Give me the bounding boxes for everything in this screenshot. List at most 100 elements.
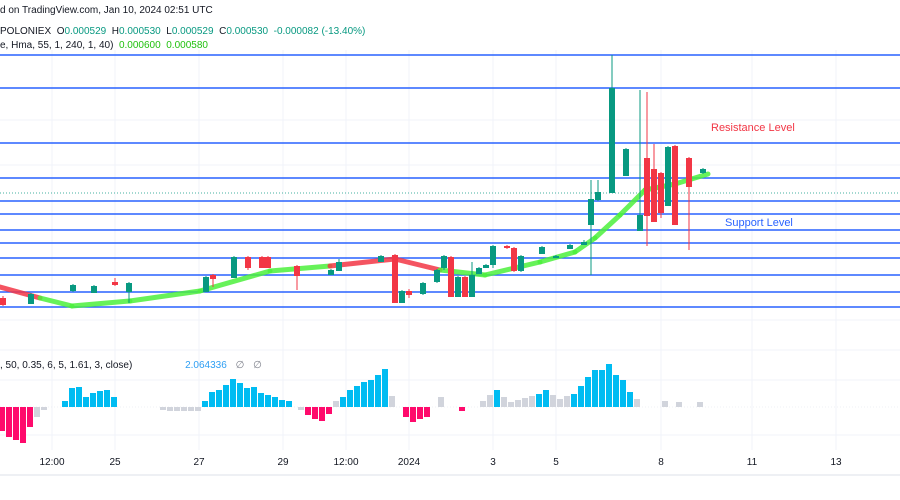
- candle-body[interactable]: [231, 257, 237, 278]
- histogram-bar: [13, 407, 19, 440]
- candle-body[interactable]: [91, 286, 97, 293]
- candle-body[interactable]: [490, 246, 496, 265]
- histogram-bar: [536, 394, 542, 407]
- histogram-bar: [76, 387, 82, 407]
- histogram-bar: [174, 407, 180, 411]
- candle-body[interactable]: [588, 199, 594, 225]
- histogram-bar: [543, 390, 549, 407]
- candle-body[interactable]: [672, 146, 678, 225]
- histogram-bar: [480, 401, 486, 407]
- candle-body[interactable]: [210, 275, 216, 279]
- histogram-bar: [286, 401, 292, 407]
- candle-body[interactable]: [378, 256, 384, 262]
- candle-body[interactable]: [112, 282, 118, 285]
- hma-indicator-legend[interactable]: e, Hma, 55, 1, 240, 1, 40) 0.000600 0.00…: [0, 40, 208, 51]
- candle-body[interactable]: [651, 169, 657, 222]
- histogram-bar: [529, 396, 535, 407]
- candle-body[interactable]: [265, 257, 271, 268]
- candle-body[interactable]: [448, 257, 454, 297]
- histogram-bar: [202, 401, 208, 407]
- candle-body[interactable]: [294, 266, 300, 276]
- histogram-bar: [188, 407, 194, 411]
- candle-body[interactable]: [700, 169, 706, 173]
- histogram-bar: [326, 407, 332, 414]
- candle-body[interactable]: [469, 275, 475, 297]
- time-axis-border: [0, 474, 900, 476]
- candle-body[interactable]: [462, 277, 468, 297]
- candle-body[interactable]: [623, 149, 629, 176]
- candle-body[interactable]: [518, 256, 524, 271]
- candle-body[interactable]: [245, 257, 251, 268]
- candle-body[interactable]: [581, 242, 587, 245]
- candle-body[interactable]: [259, 257, 265, 268]
- histogram-bar: [571, 394, 577, 407]
- ohlc-legend: POLONIEX O0.000529 H0.000530 L0.000529 C…: [0, 26, 366, 37]
- support-level-label: Support Level: [725, 217, 793, 229]
- histogram-bar: [265, 395, 271, 407]
- candle-body[interactable]: [665, 147, 671, 206]
- candle-body[interactable]: [644, 158, 650, 216]
- time-axis-tick: 2024: [397, 457, 421, 468]
- candle-body[interactable]: [420, 283, 426, 294]
- histogram-bar: [258, 393, 264, 407]
- histogram-bar: [216, 390, 222, 407]
- candle-body[interactable]: [70, 285, 76, 291]
- candle-body[interactable]: [504, 246, 510, 248]
- histogram-bar: [167, 407, 173, 411]
- histogram-bar: [585, 377, 591, 407]
- candle-body[interactable]: [203, 277, 209, 292]
- histogram-bar: [424, 407, 430, 417]
- candle-body[interactable]: [476, 268, 482, 274]
- histogram-bar: [613, 375, 619, 407]
- histogram-bar: [20, 407, 26, 443]
- candle-body[interactable]: [126, 283, 132, 292]
- candle-body[interactable]: [328, 270, 334, 275]
- time-axis-tick: 8: [658, 457, 664, 468]
- hma-line-segment: [197, 268, 273, 294]
- candle-body[interactable]: [441, 256, 447, 268]
- candle-body[interactable]: [553, 256, 559, 258]
- histogram-bar: [459, 407, 465, 411]
- candle-body[interactable]: [686, 158, 692, 187]
- histogram-bar: [333, 401, 339, 407]
- candle-body[interactable]: [406, 291, 412, 295]
- candle-body[interactable]: [637, 215, 643, 231]
- histogram-bar: [578, 386, 584, 407]
- low-value: 0.000529: [171, 26, 214, 37]
- candle-body[interactable]: [0, 298, 6, 305]
- candle-body[interactable]: [434, 270, 440, 282]
- hma-line-segment: [592, 212, 623, 241]
- candle-body[interactable]: [595, 192, 601, 200]
- histogram-bar: [354, 386, 360, 407]
- histogram-bar: [312, 407, 318, 419]
- histogram-bar: [368, 380, 374, 407]
- candle-body[interactable]: [336, 262, 342, 271]
- histogram-bar: [41, 407, 47, 410]
- histogram-bar: [697, 402, 703, 407]
- histogram-bar: [599, 370, 605, 407]
- histogram-bar: [97, 391, 103, 407]
- histogram-bar: [508, 402, 514, 407]
- candle-body[interactable]: [539, 247, 545, 254]
- candle-body[interactable]: [399, 291, 405, 303]
- oscillator-legend[interactable]: , 50, 0.35, 6, 5, 1.61, 3, close) 2.0643…: [0, 360, 262, 371]
- histogram-bar: [375, 375, 381, 407]
- time-axis-tick: 11: [746, 457, 758, 468]
- candle-body[interactable]: [567, 245, 573, 249]
- histogram-bar: [305, 407, 311, 415]
- candle-body[interactable]: [511, 248, 517, 271]
- histogram-bar: [0, 407, 5, 431]
- candle-body[interactable]: [609, 88, 615, 193]
- candle-body[interactable]: [28, 294, 34, 304]
- candle-body[interactable]: [658, 173, 664, 213]
- candle-body[interactable]: [483, 265, 489, 268]
- open-value: 0.000529: [64, 26, 107, 37]
- histogram-bar: [487, 395, 493, 407]
- histogram-bar: [209, 392, 215, 407]
- histogram-bar: [62, 401, 68, 407]
- histogram-bar: [69, 388, 75, 407]
- histogram-bar: [104, 390, 110, 407]
- candle-body[interactable]: [455, 277, 461, 297]
- candle-body[interactable]: [392, 255, 398, 303]
